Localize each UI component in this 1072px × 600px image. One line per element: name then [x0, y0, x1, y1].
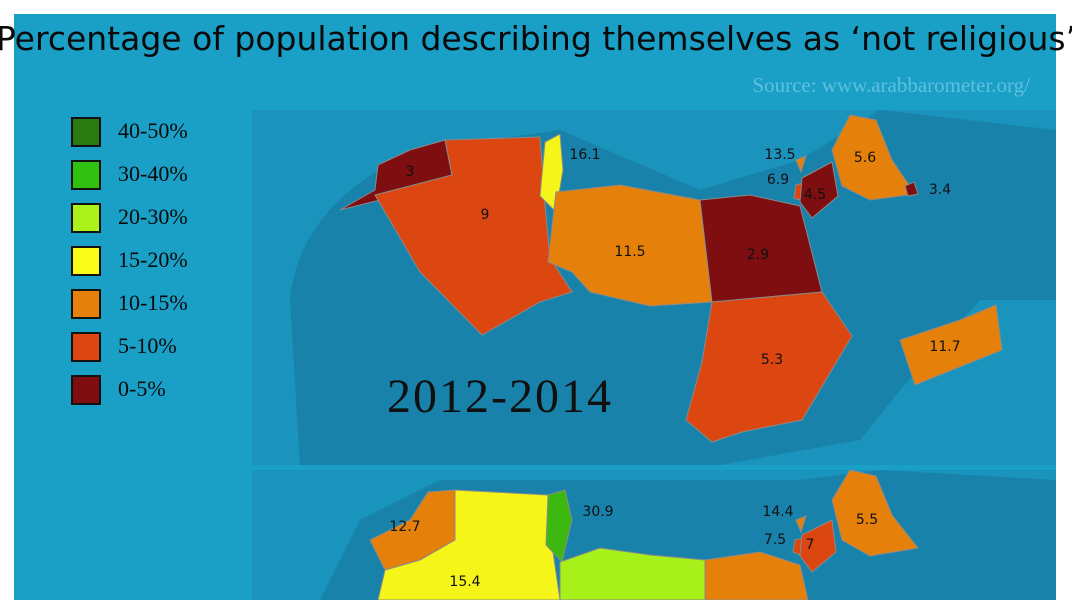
region-value: 15.4 [449, 574, 480, 590]
title: Percentage of population describing them… [0, 19, 1072, 58]
region [795, 155, 807, 174]
region-value: 3.4 [929, 182, 951, 198]
region [545, 489, 573, 564]
legend-label: 15-20% [118, 247, 188, 272]
region-value: 7 [806, 537, 815, 553]
region-value: 7.5 [764, 532, 786, 548]
region-value: 13.5 [764, 147, 795, 163]
region-value: 11.5 [614, 244, 645, 260]
region-value: 9 [481, 207, 490, 223]
region-value: 2.9 [747, 247, 769, 263]
legend-swatch [71, 203, 101, 233]
region [547, 184, 713, 307]
region-value: 30.9 [582, 504, 613, 520]
region-value: 3 [406, 164, 415, 180]
region [899, 304, 1003, 386]
source: Source: www.arabbarometer.org/ [752, 73, 1030, 97]
legend-label: 30-40% [118, 161, 188, 186]
region [799, 519, 837, 573]
legend-swatch [71, 289, 101, 319]
legend-swatch [71, 160, 101, 190]
region-value: 5.5 [856, 512, 878, 528]
legend-label: 5-10% [118, 333, 177, 358]
region [904, 181, 919, 197]
region-value: 4.5 [804, 187, 826, 203]
legend-label: 10-15% [118, 290, 188, 315]
legend-label: 40-50% [118, 118, 188, 143]
region [795, 515, 807, 534]
legend-swatch [71, 246, 101, 276]
region-value: 12.7 [389, 519, 420, 535]
region-value: 5.3 [761, 352, 783, 368]
region-value: 11.7 [929, 339, 960, 355]
legend-label: 20-30% [118, 204, 188, 229]
legend-swatch [71, 332, 101, 362]
legend-swatch [71, 117, 101, 147]
region-value: 14.4 [762, 504, 793, 520]
legend-swatch [71, 375, 101, 405]
region-value: 5.6 [854, 150, 876, 166]
region [699, 194, 823, 303]
region-value: 6.9 [767, 172, 789, 188]
region [704, 551, 809, 600]
region-value: 16.1 [569, 147, 600, 163]
region [831, 469, 919, 557]
legend: 40-50% 30-40% 20-30% 15-20% 10-15% 5-10% 0-5% [71, 117, 188, 405]
region [685, 291, 853, 443]
legend-label: 0-5% [118, 376, 166, 401]
region [799, 161, 839, 219]
region [831, 114, 916, 201]
period-label: 2012-2014 [387, 370, 613, 423]
regions: 3 9 16.1 11.5 2.9 5.3 13.5 6.9 4.5 5.6 3.4 11.7 12.7… [339, 114, 1003, 600]
